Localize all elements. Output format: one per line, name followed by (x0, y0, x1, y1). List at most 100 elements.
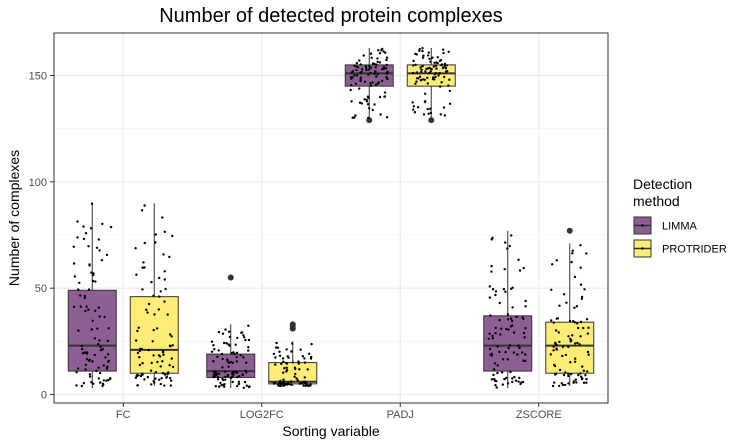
jitter-point (365, 98, 368, 102)
jitter-point (572, 380, 576, 383)
jitter-point (498, 301, 501, 305)
jitter-point (238, 374, 241, 378)
jitter-point (297, 362, 300, 365)
jitter-point (291, 342, 294, 345)
jitter-point (243, 380, 247, 384)
jitter-point (426, 107, 429, 111)
jitter-point (98, 339, 101, 342)
jitter-point (580, 295, 584, 299)
box-protrider-fc (129, 203, 179, 387)
jitter-point (426, 54, 430, 57)
jitter-point (552, 321, 555, 324)
jitter-point (376, 73, 379, 76)
jitter-point (282, 360, 285, 363)
jitter-point (163, 384, 166, 387)
jitter-point (235, 351, 239, 354)
jitter-point (82, 237, 86, 241)
jitter-point (83, 294, 87, 298)
jitter-point (562, 373, 566, 377)
jitter-point (429, 60, 432, 63)
jitter-point (567, 345, 570, 349)
jitter-point (502, 287, 506, 291)
jitter-point (381, 79, 384, 83)
jitter-point (168, 364, 171, 367)
jitter-point (170, 357, 173, 360)
jitter-point (141, 288, 144, 291)
jitter-point (83, 351, 87, 354)
jitter-point (555, 317, 558, 320)
jitter-point (87, 288, 91, 291)
jitter-point (310, 342, 313, 346)
jitter-point (363, 80, 367, 84)
jitter-point (231, 371, 235, 374)
jitter-point (364, 65, 368, 68)
jitter-point (95, 369, 98, 373)
jitter-point (162, 253, 165, 256)
jitter-point (500, 327, 503, 330)
jitter-point (159, 365, 162, 368)
legend-item-limma: LIMMA (633, 216, 698, 235)
jitter-point (582, 326, 585, 330)
box-body (268, 362, 318, 385)
jitter-point (573, 342, 577, 345)
outlier-point (428, 117, 435, 124)
jitter-point (573, 306, 576, 309)
jitter-point (442, 106, 446, 109)
jitter-point (505, 327, 508, 331)
jitter-point (488, 296, 492, 299)
jitter-point (242, 386, 245, 389)
jitter-point (579, 335, 582, 338)
jitter-point (491, 337, 495, 340)
jitter-point (587, 326, 590, 329)
jitter-point (359, 79, 362, 83)
jitter-point (363, 98, 366, 101)
jitter-point (447, 50, 450, 53)
jitter-point (99, 381, 102, 384)
jitter-point (431, 56, 434, 59)
box-body (67, 289, 117, 372)
jitter-point (382, 65, 386, 69)
jitter-point (290, 383, 293, 386)
jitter-point (299, 382, 302, 385)
jitter-point (553, 342, 557, 345)
jitter-point (412, 59, 415, 63)
jitter-point (84, 363, 88, 366)
jitter-point (585, 252, 588, 255)
jitter-point (579, 375, 583, 378)
jitter-point (439, 85, 442, 88)
jitter-point (429, 111, 432, 115)
jitter-point (490, 352, 494, 356)
jitter-point (91, 360, 94, 363)
outlier-point (566, 227, 573, 234)
jitter-point (235, 371, 239, 374)
jitter-point (247, 324, 250, 327)
jitter-point (218, 385, 221, 388)
jitter-point (579, 283, 583, 286)
jitter-point (571, 334, 574, 337)
jitter-point (500, 371, 504, 374)
jitter-point (522, 317, 525, 321)
jitter-point (274, 363, 277, 366)
jitter-point (102, 364, 106, 367)
jitter-point (498, 318, 501, 322)
jitter-point (162, 353, 165, 356)
x-tick-label: PADJ (387, 409, 414, 421)
jitter-point (277, 384, 280, 387)
jitter-point (378, 95, 382, 99)
jitter-point (373, 103, 376, 106)
jitter-point (577, 373, 580, 377)
jitter-point (78, 281, 81, 284)
jitter-point (161, 349, 165, 353)
jitter-point (443, 62, 447, 66)
jitter-point (298, 368, 301, 371)
jitter-point (552, 345, 555, 348)
jitter-point (384, 51, 387, 54)
jitter-point (222, 383, 225, 386)
jitter-point (278, 350, 281, 353)
jitter-point (371, 81, 374, 84)
jitter-point (79, 305, 83, 308)
jitter-point (385, 58, 388, 62)
jitter-point (369, 52, 373, 55)
jitter-point (555, 259, 558, 262)
jitter-point (282, 380, 286, 384)
